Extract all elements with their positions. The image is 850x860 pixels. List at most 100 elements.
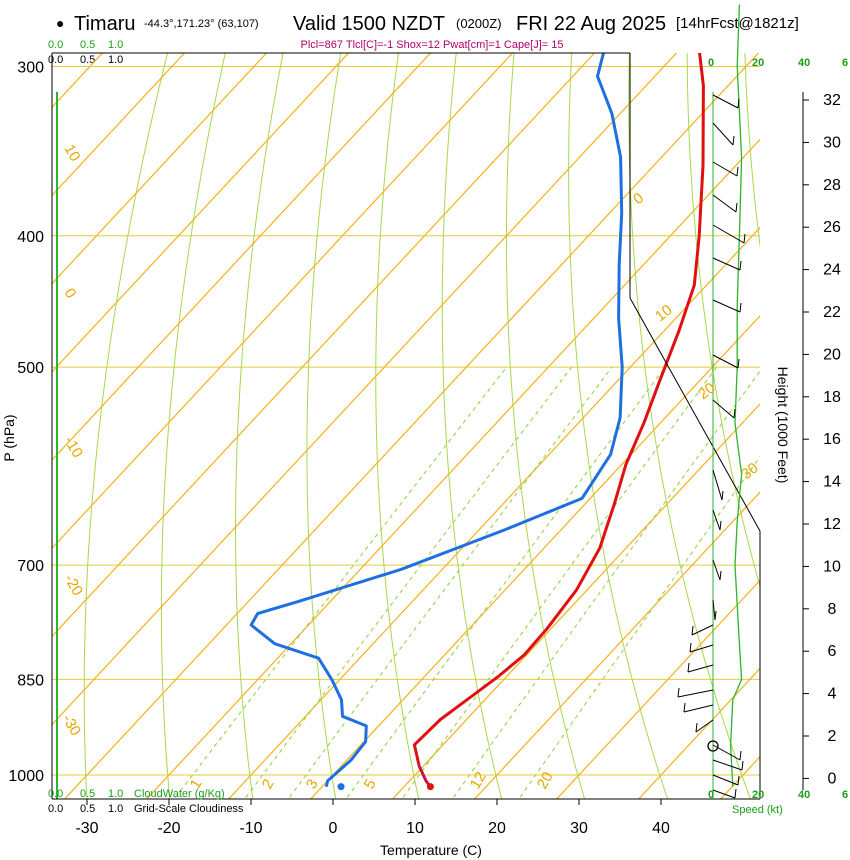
height-tick-label: 4 <box>828 686 837 703</box>
top-cw-tick: 0.0 <box>48 39 63 51</box>
top-cl-tick: 1.0 <box>108 54 123 66</box>
isotherm-line <box>52 53 678 726</box>
y-axis-title: P (hPa) <box>1 414 17 461</box>
isotherm-line <box>63 53 760 799</box>
isotherm-label: 0 <box>61 286 80 302</box>
wind-speed-curve <box>729 4 743 787</box>
wind-barb-flag <box>743 233 746 244</box>
wind-barb <box>712 94 739 109</box>
mixing-ratio-line <box>244 366 573 799</box>
height-tick-label: 28 <box>823 177 841 194</box>
wind-barb <box>691 624 714 636</box>
valid-time: Valid 1500 NZDT <box>293 13 445 35</box>
speed-axis-label: Speed (kt) <box>732 804 783 816</box>
isotherms <box>52 53 760 799</box>
isotherm-line <box>145 138 760 799</box>
wind-barb <box>712 789 736 799</box>
wind-barb-flag <box>733 408 736 419</box>
height-tick-label: 6 <box>828 643 837 660</box>
mixing-ratio-label: 2 <box>259 776 278 792</box>
x-axis-ticks: -30 -20 -10 0 10 20 30 40 <box>75 799 670 837</box>
mixing-ratio-line <box>518 455 760 799</box>
isotherm-line <box>52 53 104 109</box>
wind-barb <box>712 354 739 369</box>
isotherm-line <box>309 314 760 799</box>
wind-barb <box>712 224 745 244</box>
station-coords: -44.3°,171.23° (63,107) <box>144 18 259 30</box>
pressure-tick-label: 500 <box>17 360 44 377</box>
top-speed-tick: 6 <box>842 57 848 69</box>
wind-barb <box>683 704 714 713</box>
mixing-ratio-label: 20 <box>534 769 557 792</box>
x-tick-label: -30 <box>75 820 98 837</box>
bottom-speed-tick: 6 <box>842 789 848 801</box>
isotherm-label: 30 <box>738 459 762 483</box>
isotherm-line <box>52 53 186 197</box>
isotherm-labels: 10 0 -10 -20 -30 0 10 20 30 <box>59 142 762 739</box>
bottom-cw-tick: 1.0 <box>108 788 123 800</box>
isotherm-line <box>391 403 760 799</box>
wind-barb <box>712 759 743 771</box>
wind-barb <box>712 469 723 501</box>
isotherm-line <box>637 667 760 799</box>
bottom-speed-tick: 40 <box>798 789 810 801</box>
wind-barb <box>677 689 714 698</box>
isotherm-label: 10 <box>652 301 676 325</box>
height-tick-label: 2 <box>828 728 837 745</box>
dry-adiabat-line <box>628 53 752 799</box>
pressure-ticks: 2503004005007008501000 <box>8 59 44 785</box>
dry-adiabat-line <box>234 53 284 799</box>
wind-barb-flag <box>741 760 744 771</box>
wind-barb <box>712 194 737 213</box>
wind-barb <box>689 644 714 653</box>
wind-barb-flag <box>687 662 690 673</box>
pressure-tick-label: 300 <box>17 59 44 76</box>
wind-barb-flag <box>739 260 742 271</box>
mixing-ratio-label: 3 <box>303 776 322 792</box>
x-tick-label: 40 <box>652 820 670 837</box>
sounding-indices: Plcl=867 Tlcl[C]=-1 Shox=12 Pwat[cm]=1 C… <box>300 39 563 51</box>
bottom-cw-label: CloudWater (g/Kg) <box>134 788 225 800</box>
wind-barb-flag <box>719 520 722 531</box>
dry-adiabat-line <box>506 53 586 799</box>
height-tick-label: 30 <box>823 134 841 151</box>
dewpoint-series-line <box>249 53 624 788</box>
dry-adiabat-line <box>375 53 420 799</box>
mixing-ratio-line <box>401 366 718 799</box>
x-tick-label: 10 <box>406 820 424 837</box>
wind-barb <box>712 559 721 581</box>
wind-barb-flag <box>736 166 739 177</box>
isotherm-label: -10 <box>61 434 87 461</box>
height-tick-label: 0 <box>828 770 837 787</box>
wind-barb <box>712 299 741 313</box>
wind-barb-flag <box>683 702 686 713</box>
isotherm-line <box>52 53 432 461</box>
height-tick-label: 24 <box>823 262 841 279</box>
wind-barb-flag <box>735 202 738 213</box>
top-speed-scale: 0 20 40 6 <box>708 57 848 69</box>
dry-adiabat-line <box>686 53 760 589</box>
mixing-ratio-line <box>451 370 760 799</box>
bottom-cl-tick: 1.0 <box>108 803 123 815</box>
wind-barb-flag <box>732 135 735 146</box>
height-tick-label: 20 <box>823 346 841 363</box>
bottom-speed-tick: 0 <box>708 789 714 801</box>
isotherm-label: 10 <box>61 142 84 165</box>
wind-barb <box>712 399 735 419</box>
isotherm-line <box>555 579 760 799</box>
wind-panel <box>677 4 746 799</box>
pressure-tick-label: 400 <box>17 229 44 246</box>
isotherm-line <box>52 53 268 285</box>
bottom-cw-tick: 0.5 <box>80 788 95 800</box>
height-axis-title: Height (1000 Feet) <box>775 367 791 484</box>
top-cw-tick: 1.0 <box>108 39 123 51</box>
isotherm-label: -30 <box>59 712 85 739</box>
mixing-ratio-line <box>345 366 666 799</box>
x-tick-label: 0 <box>329 820 338 837</box>
isotherm-line <box>52 53 596 638</box>
mixing-ratio-label: 12 <box>467 769 490 792</box>
top-cloudwater-scale: 0.0 0.5 1.0 <box>48 39 123 51</box>
wind-barb <box>712 774 739 786</box>
